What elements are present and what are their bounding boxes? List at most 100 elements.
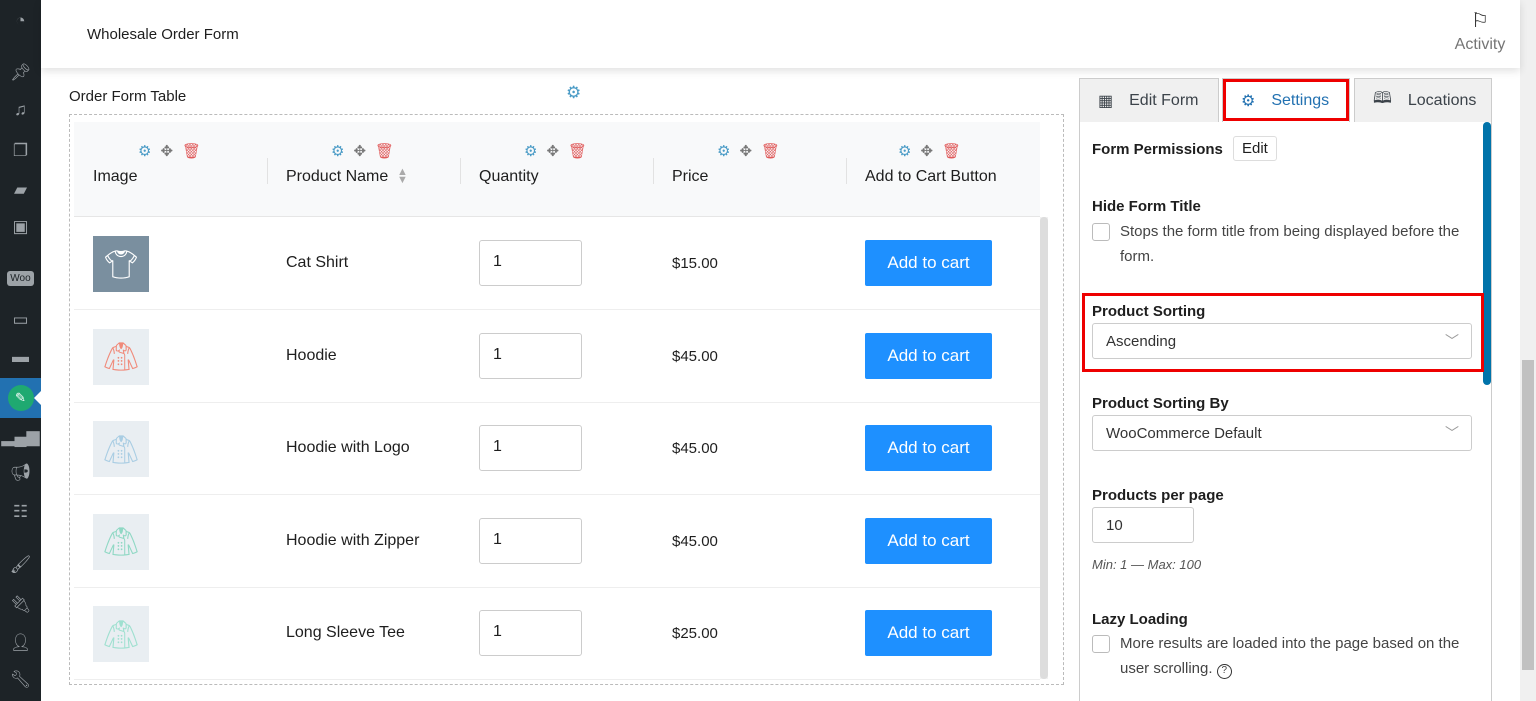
analytics-icon[interactable]: ▂▄▆ (1, 427, 40, 446)
calendar-list-icon[interactable]: ☷ (12, 502, 29, 521)
column-tools: ⚙✥🗑︎ (717, 142, 789, 160)
move-icon[interactable]: ✥ (160, 143, 183, 160)
gear-icon[interactable]: ⚙ (331, 143, 354, 160)
appearance-brush-icon[interactable]: 🖌︎ (9, 555, 32, 574)
page-scrollbar[interactable] (1520, 0, 1536, 701)
trash-icon[interactable]: 🗑︎ (568, 143, 597, 160)
table-row: 👕︎ Cat Shirt 1 $15.00 Add to cart (74, 217, 1040, 310)
move-icon[interactable]: ✥ (920, 143, 943, 160)
add-to-cart-button[interactable]: Add to cart (865, 517, 992, 564)
add-to-cart-button[interactable]: Add to cart (865, 240, 992, 286)
lazy-loading-checkbox[interactable] (1092, 635, 1110, 653)
book-icon: 🕮 (1373, 90, 1392, 107)
move-icon[interactable]: ✥ (546, 143, 569, 160)
highlight-box (1082, 293, 1484, 372)
move-icon[interactable]: ✥ (353, 143, 376, 160)
product-name[interactable]: Long Sleeve Tee (286, 624, 405, 641)
form-permissions-label: Form Permissions (1092, 141, 1223, 158)
product-image: 🧥︎ (93, 606, 149, 662)
column-label: Quantity (479, 168, 539, 185)
media-icon[interactable]: ♫ (14, 100, 27, 119)
hide-form-title-checkbox[interactable] (1092, 223, 1110, 241)
tools-icon[interactable]: 🔧︎ (9, 670, 32, 689)
product-name[interactable]: Hoodie (286, 346, 337, 364)
product-price: $15.00 (672, 255, 718, 272)
add-to-cart-button[interactable]: Add to cart (865, 332, 992, 379)
gear-icon[interactable]: ⚙ (717, 143, 740, 160)
trash-icon[interactable]: 🗑︎ (182, 143, 211, 160)
column-label[interactable]: Product Name (286, 168, 389, 185)
pin-icon[interactable]: 📌︎ (9, 63, 32, 82)
ticket-icon[interactable]: ▬ (12, 347, 29, 366)
trash-icon[interactable]: 🗑︎ (761, 143, 790, 160)
column-header: ⚙✥🗑︎ Price (653, 122, 846, 217)
order-form-icon[interactable]: ✎ (0, 378, 41, 418)
flag-icon: ⚐ (1471, 10, 1489, 32)
product-sorting-by-select[interactable]: WooCommerce Default ﹀ (1092, 415, 1472, 451)
chevron-down-icon: ﹀ (1445, 333, 1459, 349)
product-name[interactable]: Hoodie with Logo (286, 439, 410, 456)
quantity-input[interactable]: 1 (479, 517, 582, 564)
products-per-page-label: Products per page (1092, 487, 1224, 504)
panel-scrollbar[interactable] (1483, 122, 1491, 385)
woo-label: Woo (7, 270, 34, 286)
activity-button[interactable]: ⚐ Activity (1440, 8, 1520, 54)
column-header: ⚙✥🗑︎ Add to Cart Button (846, 122, 1039, 217)
products-per-page-input[interactable]: 10 (1092, 507, 1194, 543)
help-icon[interactable]: ? (1216, 664, 1232, 679)
archive-icon[interactable]: ▭ (12, 310, 29, 329)
column-divider (460, 158, 461, 184)
column-tools: ⚙✥🗑︎ (138, 142, 210, 160)
trash-icon[interactable]: 🗑︎ (375, 143, 404, 160)
product-price: $45.00 (672, 532, 718, 550)
product-sorting-select[interactable]: Ascending ﹀ (1092, 323, 1472, 359)
product-name[interactable]: Cat Shirt (286, 254, 349, 271)
plugin-robot-icon[interactable]: ▣ (12, 217, 29, 236)
product-name[interactable]: Hoodie with Zipper (286, 531, 420, 549)
product-price: $45.00 (672, 440, 718, 457)
per-page-hint: Min: 1 — Max: 100 (1092, 557, 1202, 572)
move-icon[interactable]: ✥ (739, 143, 762, 160)
tab-label: Settings (1271, 91, 1330, 109)
product-sorting-label: Product Sorting (1092, 303, 1206, 320)
quantity-input[interactable]: 1 (479, 610, 582, 656)
settings-panel: Form Permissions Edit Hide Form Title St… (1079, 122, 1492, 701)
selected-value: Ascending (1106, 333, 1177, 350)
gear-icon[interactable]: ⚙ (898, 143, 921, 160)
marketing-icon[interactable]: 📢︎ (9, 463, 32, 482)
trash-icon[interactable]: 🗑︎ (942, 143, 971, 160)
tab-settings[interactable]: ⚙ Settings (1222, 78, 1350, 122)
column-header: ⚙✥🗑︎ Quantity (460, 122, 653, 217)
quantity-input[interactable]: 1 (479, 332, 582, 379)
product-image: 🧥︎ (93, 328, 149, 385)
tab-edit-form[interactable]: ▦ Edit Form (1079, 78, 1219, 122)
add-to-cart-button[interactable]: Add to cart (865, 610, 992, 656)
sort-icon[interactable]: ▲ ▼ (397, 166, 408, 186)
quantity-input[interactable]: 1 (479, 240, 582, 286)
edit-permissions-button[interactable]: Edit (1233, 136, 1277, 161)
table-row: 🧥︎ Hoodie with Zipper 1 $45.00 Add to cart (74, 495, 1040, 588)
table-settings-gear-icon[interactable]: ⚙ (566, 83, 582, 102)
column-divider (653, 158, 654, 184)
page-title: Wholesale Order Form (87, 26, 239, 43)
tab-label: Locations (1407, 91, 1477, 109)
quantity-input[interactable]: 1 (479, 425, 582, 471)
admin-sidebar: ◔ 📌︎ ♫ ❐ ▰ ▣ Woo ▭ ▬ ✎ ▂▄▆ 📢︎ ☷ 🖌︎ 🔌︎ 👤︎… (0, 0, 41, 701)
users-icon[interactable]: 👤︎ (9, 633, 32, 652)
plugins-icon[interactable]: 🔌︎ (9, 595, 32, 614)
tab-locations[interactable]: 🕮 Locations (1354, 78, 1492, 122)
gear-icon[interactable]: ⚙ (138, 143, 161, 160)
product-price: $25.00 (672, 625, 718, 642)
dashboard-icon[interactable]: ◔ (15, 11, 26, 30)
table-scrollbar[interactable] (1040, 217, 1048, 679)
column-tools: ⚙✥🗑︎ (524, 142, 596, 160)
comments-icon[interactable]: ▰ (13, 180, 28, 199)
gear-icon[interactable]: ⚙ (524, 143, 547, 160)
section-title: Order Form Table (69, 88, 187, 105)
add-to-cart-button[interactable]: Add to cart (865, 425, 992, 471)
woo-icon[interactable]: Woo (0, 263, 41, 293)
selected-value: WooCommerce Default (1106, 425, 1262, 442)
column-tools: ⚙✥🗑︎ (898, 142, 970, 160)
table-grid-icon: ▦ (1098, 92, 1114, 110)
pages-icon[interactable]: ❐ (12, 141, 29, 160)
